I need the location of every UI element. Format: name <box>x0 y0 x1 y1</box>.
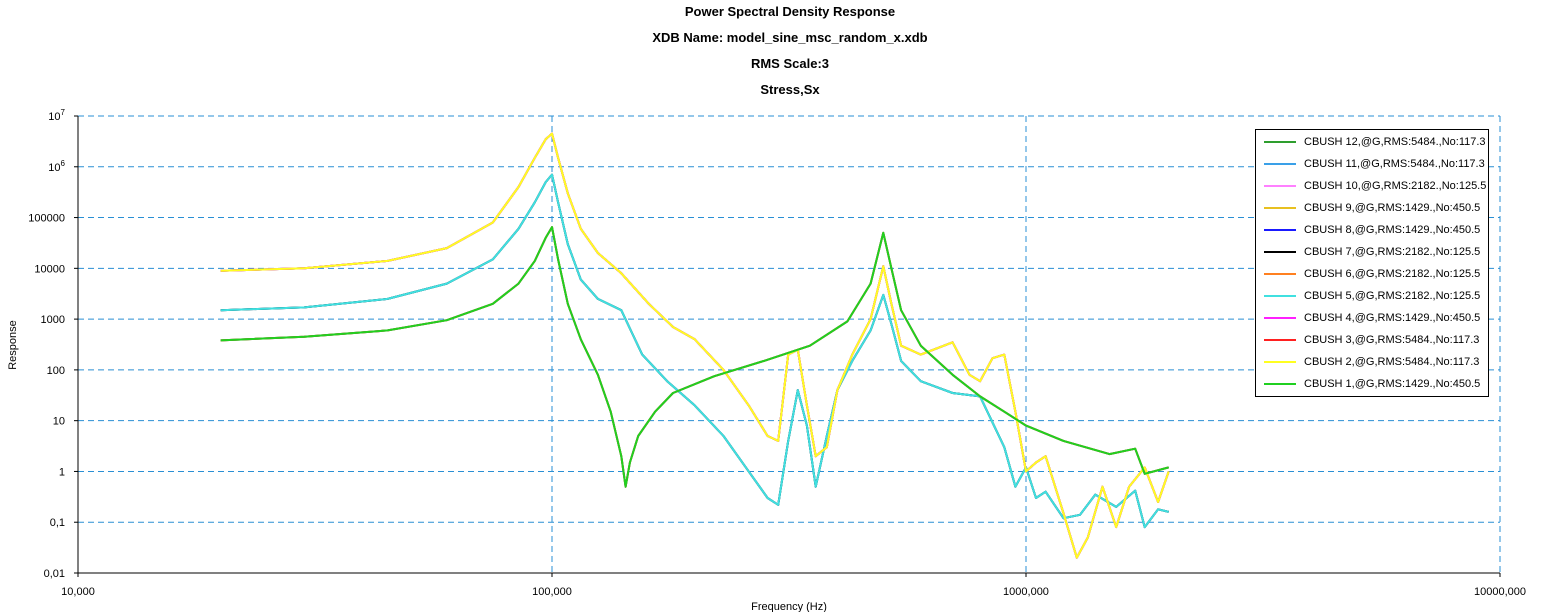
series-line <box>220 132 1170 559</box>
y-tick-label: 107 <box>48 108 65 123</box>
y-tick-label: 100000 <box>28 213 65 225</box>
legend-swatch <box>1264 295 1296 297</box>
legend-item: CBUSH 4,@G,RMS:1429.,No:450.5 <box>1264 311 1480 325</box>
legend-label: CBUSH 12,@G,RMS:5484.,No:117.3 <box>1304 136 1486 148</box>
chart-title-1: Power Spectral Density Response <box>684 4 896 19</box>
y-tick-label: 100 <box>47 365 65 377</box>
legend-swatch <box>1264 185 1296 187</box>
y-axis-label: Response <box>7 320 19 370</box>
y-tick-label: 0,1 <box>50 517 65 529</box>
tick-labels: 0,01 0,1 1 10 100 1000 10000 100000 106 107 10,000… <box>28 108 1526 598</box>
x-axis-label: Frequency (Hz) <box>751 601 827 612</box>
legend-label: CBUSH 10,@G,RMS:2182.,No:125.5 <box>1304 180 1487 192</box>
legend-label: CBUSH 11,@G,RMS:5484.,No:117.3 <box>1304 158 1485 170</box>
legend-label: CBUSH 1,@G,RMS:1429.,No:450.5 <box>1304 378 1481 390</box>
legend-swatch <box>1264 383 1296 385</box>
legend-item: CBUSH 1,@G,RMS:1429.,No:450.5 <box>1264 377 1480 391</box>
legend-item: CBUSH 6,@G,RMS:2182.,No:125.5 <box>1264 267 1480 281</box>
axes <box>74 115 1501 577</box>
legend-label: CBUSH 4,@G,RMS:1429.,No:450.5 <box>1304 312 1481 324</box>
legend-swatch <box>1264 317 1296 319</box>
legend-label: CBUSH 5,@G,RMS:2182.,No:125.5 <box>1304 290 1481 302</box>
x-tick-label: 10,000 <box>61 586 95 598</box>
legend-item: CBUSH 11,@G,RMS:5484.,No:117.3 <box>1264 157 1485 171</box>
legend-swatch <box>1264 251 1296 253</box>
legend-label: CBUSH 3,@G,RMS:5484.,No:117.3 <box>1304 334 1480 346</box>
y-tick-label: 10000 <box>34 263 65 275</box>
legend-item: CBUSH 3,@G,RMS:5484.,No:117.3 <box>1264 333 1479 347</box>
legend-swatch <box>1264 361 1296 363</box>
legend-label: CBUSH 6,@G,RMS:2182.,No:125.5 <box>1304 268 1481 280</box>
y-tick-label: 1 <box>59 466 65 478</box>
legend-item: CBUSH 5,@G,RMS:2182.,No:125.5 <box>1264 289 1480 303</box>
chart-title-2: XDB Name: model_sine_msc_random_x.xdb <box>652 30 928 45</box>
legend-label: CBUSH 2,@G,RMS:5484.,No:117.3 <box>1304 356 1480 368</box>
legend-label: CBUSH 9,@G,RMS:1429.,No:450.5 <box>1304 202 1481 214</box>
chart-title-3: RMS Scale:3 <box>750 56 830 71</box>
legend-label: CBUSH 7,@G,RMS:2182.,No:125.5 <box>1304 246 1481 258</box>
legend-label: CBUSH 8,@G,RMS:1429.,No:450.5 <box>1304 224 1481 236</box>
y-tick-label: 106 <box>48 159 65 174</box>
x-tick-label: 10000,000 <box>1474 586 1526 598</box>
y-tick-label: 0,01 <box>44 568 65 580</box>
y-tick-label: 1000 <box>41 314 65 326</box>
legend-swatch <box>1264 141 1296 143</box>
legend-item: CBUSH 8,@G,RMS:1429.,No:450.5 <box>1264 223 1480 237</box>
x-tick-label: 1000,000 <box>1003 586 1049 598</box>
legend-swatch <box>1264 207 1296 209</box>
x-tick-label: 100,000 <box>532 586 572 598</box>
legend-item: CBUSH 9,@G,RMS:1429.,No:450.5 <box>1264 201 1480 215</box>
chart-title-4: Stress,Sx <box>760 82 820 97</box>
legend-swatch <box>1264 229 1296 231</box>
legend-item: CBUSH 7,@G,RMS:2182.,No:125.5 <box>1264 245 1480 259</box>
legend-swatch <box>1264 339 1296 341</box>
legend-swatch <box>1264 163 1296 165</box>
series-line <box>220 173 1169 529</box>
series-lines <box>220 132 1170 559</box>
y-tick-label: 10 <box>53 416 65 428</box>
legend: CBUSH 12,@G,RMS:5484.,No:117.3 CBUSH 11,@… <box>1255 129 1489 397</box>
series-line <box>220 226 1169 488</box>
legend-item: CBUSH 12,@G,RMS:5484.,No:117.3 <box>1264 135 1486 149</box>
legend-item: CBUSH 10,@G,RMS:2182.,No:125.5 <box>1264 179 1486 193</box>
legend-swatch <box>1264 273 1296 275</box>
legend-item: CBUSH 2,@G,RMS:5484.,No:117.3 <box>1264 355 1479 369</box>
